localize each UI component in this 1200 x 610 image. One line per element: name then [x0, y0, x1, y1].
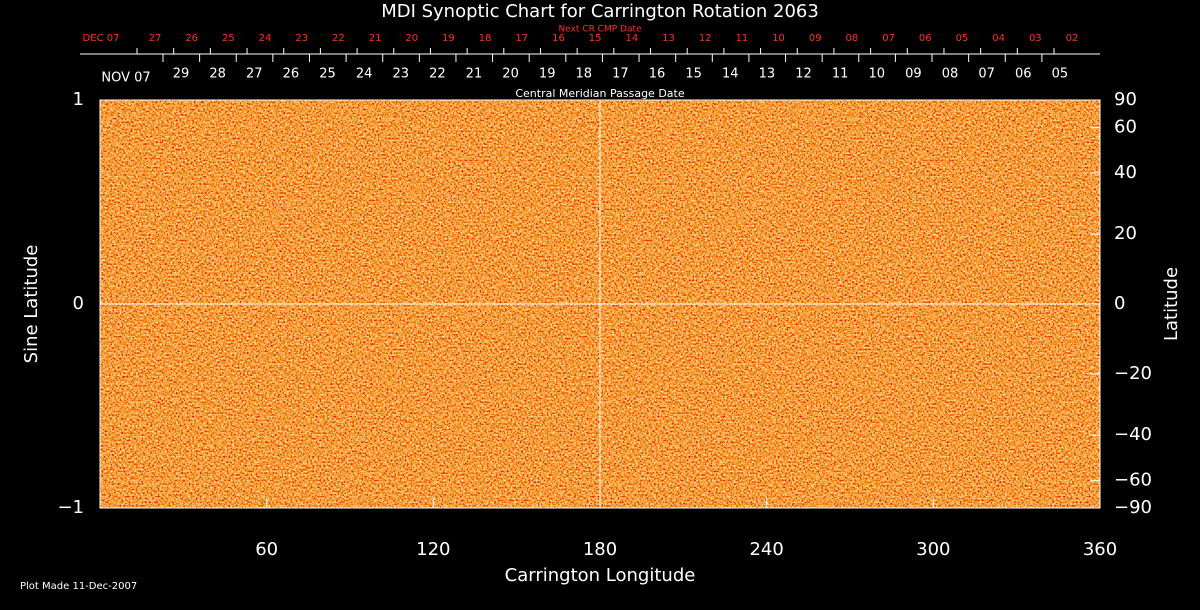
- cmp-date: 26: [283, 67, 300, 82]
- cmp-date: 17: [612, 67, 629, 82]
- next-label: Next CR CMP Date: [558, 25, 642, 35]
- next-date: 22: [332, 33, 345, 44]
- y2-tick-label: −60: [1114, 470, 1152, 491]
- y2-tick-label: 60: [1114, 116, 1137, 137]
- x-tick-label: 300: [916, 539, 950, 560]
- next-date: 05: [956, 33, 969, 44]
- cmp-date: 24: [356, 67, 373, 82]
- y2-tick-label: 20: [1114, 223, 1137, 244]
- cmp-date: 23: [392, 67, 409, 82]
- cmp-date: 15: [685, 67, 702, 82]
- x-tick-label: 240: [749, 539, 783, 560]
- cmp-date: 09: [905, 67, 922, 82]
- next-date: 17: [515, 33, 528, 44]
- next-date: 11: [736, 33, 749, 44]
- cmp-date: 12: [795, 67, 812, 82]
- next-date: DEC 07: [83, 33, 120, 44]
- next-date: 20: [405, 33, 418, 44]
- next-date: 13: [662, 33, 675, 44]
- next-date: 04: [992, 33, 1005, 44]
- cmp-date: 13: [759, 67, 776, 82]
- cmp-date: 16: [649, 67, 666, 82]
- x-tick-label: 360: [1083, 539, 1117, 560]
- next-date: 16: [552, 33, 565, 44]
- y-axis-label: Sine Latitude: [21, 245, 42, 364]
- y2-tick-label: −90: [1114, 497, 1152, 518]
- next-date: 07: [882, 33, 895, 44]
- y-tick-label: −1: [57, 497, 84, 518]
- y2-tick-label: 40: [1114, 162, 1137, 183]
- next-date: 09: [809, 33, 822, 44]
- y-tick-label: 0: [73, 293, 84, 314]
- next-date: 27: [149, 33, 162, 44]
- chart-title: MDI Synoptic Chart for Carrington Rotati…: [381, 1, 819, 22]
- y2-tick-label: −40: [1114, 424, 1152, 445]
- cmp-date: 18: [576, 67, 593, 82]
- next-date: 23: [295, 33, 308, 44]
- cmp-date: 22: [429, 67, 446, 82]
- next-date: 06: [919, 33, 932, 44]
- cmp-date: 20: [502, 67, 519, 82]
- next-date: 15: [589, 33, 602, 44]
- cmp-date: 05: [1052, 67, 1069, 82]
- cmp-date: 21: [466, 67, 483, 82]
- cmp-date: 25: [319, 67, 336, 82]
- x-axis-label: Carrington Longitude: [505, 565, 696, 586]
- cmp-date: 19: [539, 67, 556, 82]
- y2-tick-label: 0: [1114, 293, 1125, 314]
- x-tick-label: 180: [583, 539, 617, 560]
- x-tick-label: 60: [255, 539, 278, 560]
- next-date: 21: [369, 33, 382, 44]
- next-date: 14: [625, 33, 638, 44]
- cmp-date: NOV 07: [101, 71, 150, 86]
- next-date: 26: [185, 33, 198, 44]
- y2-axis-label: Latitude: [1161, 267, 1182, 341]
- next-date: 03: [1029, 33, 1042, 44]
- y2-tick-label: −20: [1114, 363, 1152, 384]
- cmp-date: 10: [869, 67, 886, 82]
- cmp-date: 11: [832, 67, 849, 82]
- cmp-date: 08: [942, 67, 959, 82]
- footer: Plot Made 11-Dec-2007: [20, 581, 137, 592]
- cmp-date: 28: [209, 67, 226, 82]
- cmp-label: Central Meridian Passage Date: [515, 87, 684, 100]
- y2-tick-label: 90: [1114, 89, 1137, 110]
- next-date: 18: [479, 33, 492, 44]
- next-date: 24: [259, 33, 272, 44]
- next-date: 12: [699, 33, 712, 44]
- cmp-date: 27: [246, 67, 263, 82]
- next-date: 02: [1066, 33, 1079, 44]
- next-date: 25: [222, 33, 235, 44]
- next-date: 10: [772, 33, 785, 44]
- next-date: 19: [442, 33, 455, 44]
- x-tick-label: 120: [416, 539, 450, 560]
- cmp-date: 06: [1015, 67, 1032, 82]
- y-tick-label: 1: [73, 89, 84, 110]
- cmp-date: 07: [978, 67, 995, 82]
- cmp-date: 14: [722, 67, 739, 82]
- cmp-date: 29: [173, 67, 190, 82]
- next-date: 08: [846, 33, 859, 44]
